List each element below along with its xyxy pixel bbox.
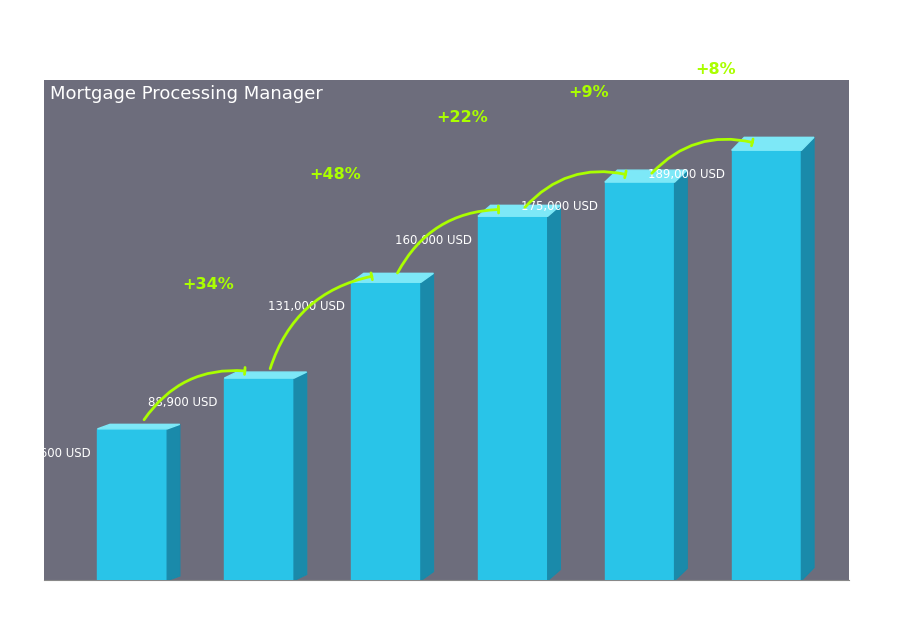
Polygon shape — [675, 170, 688, 581]
Polygon shape — [548, 205, 561, 581]
Polygon shape — [421, 273, 434, 581]
Text: +22%: +22% — [436, 110, 488, 125]
Polygon shape — [478, 205, 561, 216]
Text: salary: salary — [421, 613, 473, 628]
Polygon shape — [351, 273, 434, 282]
Bar — [478, 216, 548, 581]
Bar — [605, 182, 675, 581]
Text: 189,000 USD: 189,000 USD — [648, 169, 725, 181]
Text: 88,900 USD: 88,900 USD — [148, 396, 218, 410]
Text: 175,000 USD: 175,000 USD — [521, 201, 598, 213]
Bar — [732, 150, 801, 581]
Text: +8%: +8% — [696, 62, 736, 78]
Text: Salary Comparison By Experience: Salary Comparison By Experience — [51, 15, 627, 44]
Polygon shape — [801, 137, 814, 581]
Polygon shape — [167, 424, 180, 581]
Polygon shape — [224, 372, 307, 378]
Polygon shape — [732, 137, 814, 150]
Polygon shape — [605, 170, 688, 182]
Text: 131,000 USD: 131,000 USD — [268, 301, 345, 313]
Text: +48%: +48% — [310, 167, 361, 182]
Polygon shape — [294, 372, 307, 581]
Text: Average Yearly Salary: Average Yearly Salary — [863, 311, 874, 433]
Text: +34%: +34% — [183, 277, 234, 292]
Text: 160,000 USD: 160,000 USD — [394, 235, 472, 247]
Text: salaryexplorer.com: salaryexplorer.com — [377, 613, 523, 628]
Bar — [97, 429, 167, 581]
Bar — [224, 378, 294, 581]
Bar — [351, 282, 421, 581]
Text: 66,600 USD: 66,600 USD — [22, 447, 91, 460]
Text: Mortgage Processing Manager: Mortgage Processing Manager — [50, 85, 322, 103]
Text: +9%: +9% — [569, 85, 609, 100]
Polygon shape — [97, 424, 180, 429]
